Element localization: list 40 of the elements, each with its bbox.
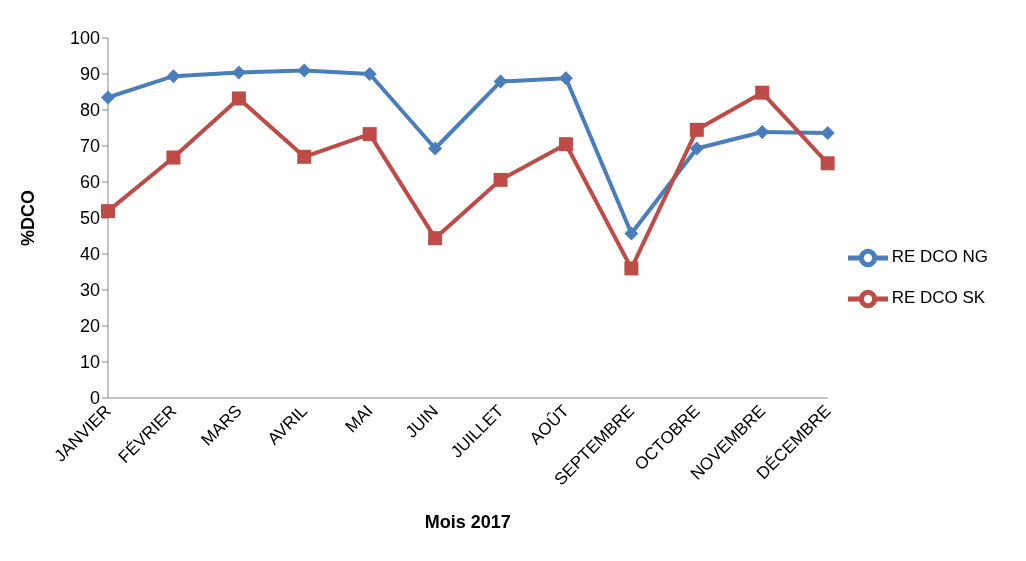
y-tick-label: 70: [79, 136, 100, 157]
point: [624, 261, 639, 276]
y-tick-label: 100: [69, 28, 100, 49]
point: [558, 71, 573, 86]
y-tick-label: 90: [79, 64, 100, 85]
point: [428, 141, 443, 156]
point: [231, 91, 246, 106]
point: [558, 137, 573, 152]
point: [362, 67, 377, 81]
point: [297, 63, 312, 78]
point: [689, 141, 704, 156]
point: [101, 90, 115, 105]
point: [166, 150, 181, 165]
point: [231, 65, 246, 80]
y-tick-label: 20: [79, 316, 100, 337]
point: [493, 172, 508, 187]
y-tick-label: 50: [79, 208, 100, 229]
y-axis-title: %DCO: [18, 189, 39, 247]
y-tick-label: 40: [79, 244, 100, 265]
y-tick-label: 10: [79, 352, 100, 373]
point: [755, 85, 770, 100]
point: [689, 122, 704, 137]
legend-label: RE DCO SK: [891, 288, 986, 307]
y-tick-label: 30: [79, 280, 100, 301]
point: [297, 149, 312, 164]
y-tick-label: 80: [79, 100, 100, 121]
x-axis-title: Mois 2017: [424, 512, 511, 532]
legend-label: RE DCO NG: [891, 247, 988, 267]
point: [362, 127, 377, 142]
point: [820, 156, 835, 171]
point: [493, 74, 508, 89]
y-tick-label: 60: [79, 172, 100, 193]
x-tick-label: MAI: [341, 401, 377, 437]
point: [624, 226, 639, 241]
y-tick-label: 0: [89, 388, 100, 409]
point: [428, 231, 443, 246]
point: [101, 204, 115, 219]
point: [820, 126, 835, 141]
point: [755, 124, 770, 139]
point: [166, 69, 181, 84]
